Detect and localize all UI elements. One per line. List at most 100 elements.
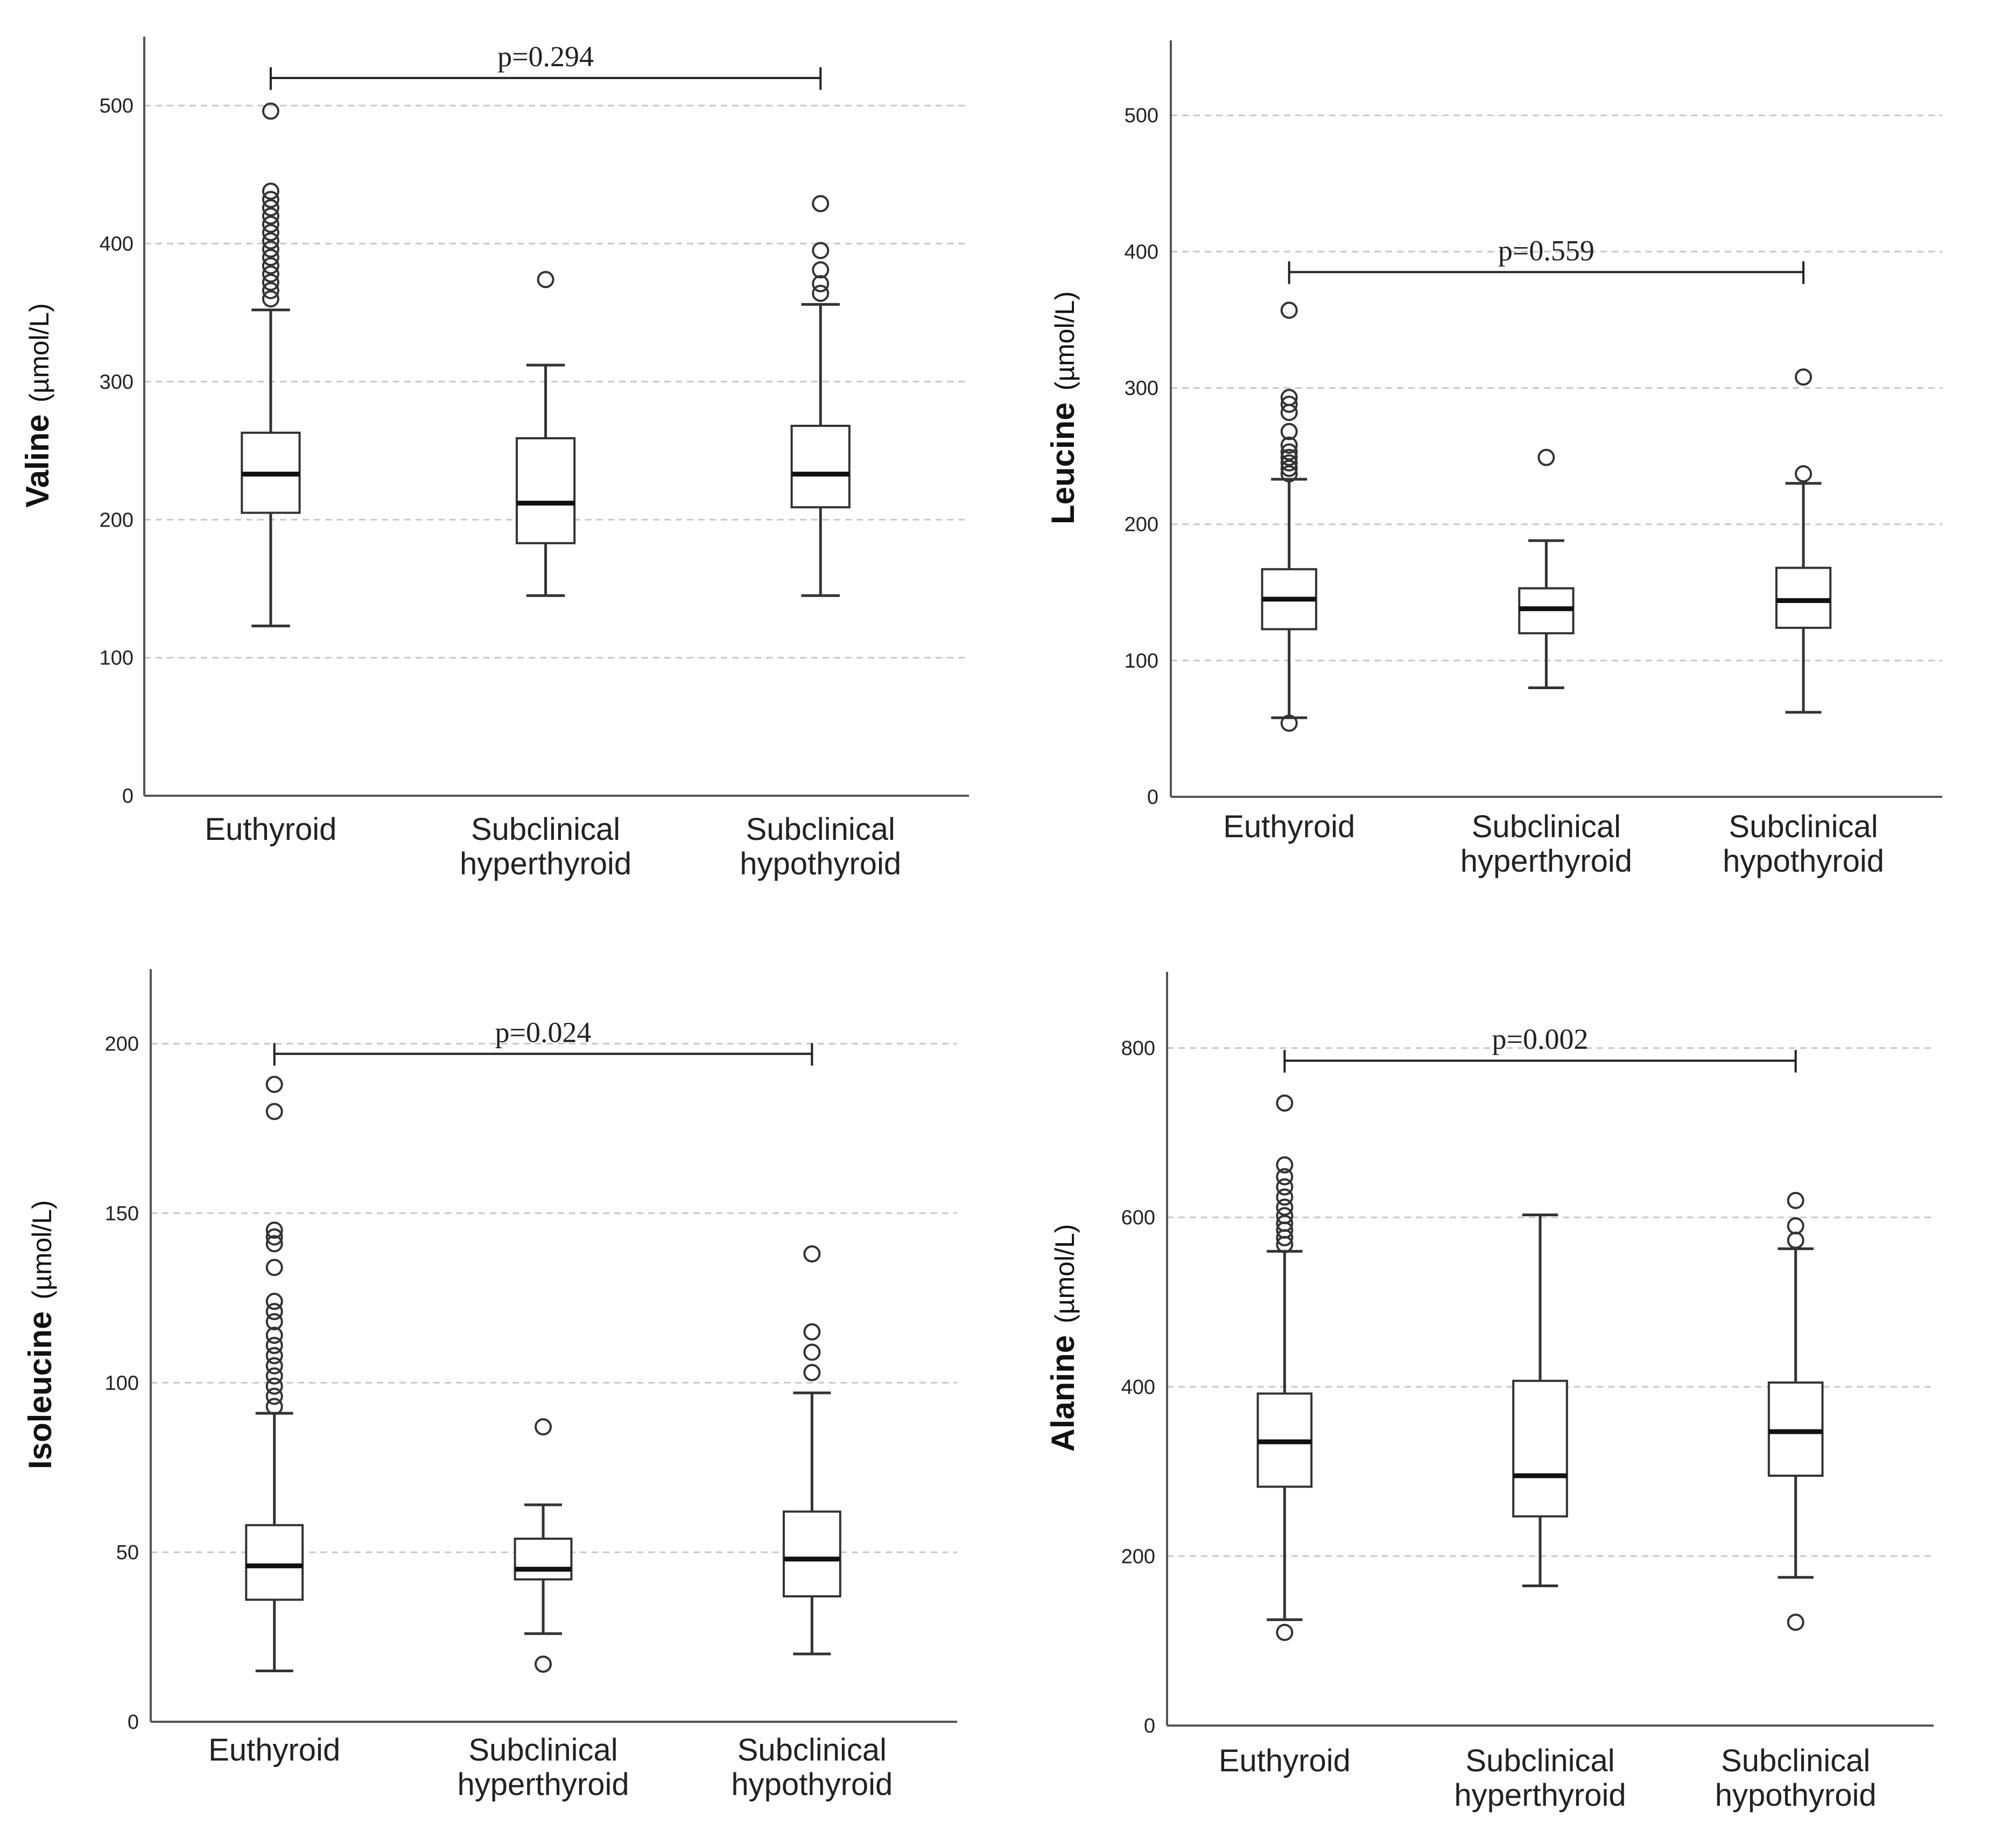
category-label: Subclinical hypothyroid [740,812,901,881]
y-tick-label: 200 [1121,1545,1155,1568]
box-2 [790,195,851,597]
outlier-point [1276,1178,1294,1196]
box-0 [245,1076,304,1673]
y-axis-label: Leucine (µmol/L) [1045,291,1081,524]
iqr-box [782,1510,841,1598]
outlier-point [265,1357,283,1375]
y-axis-label-name: Valine [19,414,55,507]
y-axis-label: Alanine (µmol/L) [1045,1224,1081,1452]
p-value-label: p=0.024 [495,1016,592,1048]
category-label-line: Euthyroid [1223,809,1355,844]
y-tick-label: 50 [116,1541,139,1564]
outlier-point [1795,368,1813,386]
category-label-line: Subclinical [737,1733,887,1768]
category-label-line: Subclinical [1721,1743,1870,1778]
box-2 [782,1245,841,1656]
outlier-point [1280,448,1298,466]
chart-panel-valine: 0 100 200 300 400 500 Valine (µmol/L) Euthyroid S… [19,37,969,881]
category-label-line: hyperthyroid [1460,844,1632,879]
outlier-point [265,1228,283,1246]
p-value-label: p=0.294 [497,40,594,73]
outlier-point [262,257,279,275]
outlier-point [803,1323,821,1341]
y-tick-label: 600 [1121,1207,1155,1229]
category-label: Euthyroid [208,1733,340,1768]
outlier-point [812,284,830,302]
y-tick-label: 400 [1121,1376,1155,1399]
outlier-point [1280,459,1298,477]
outlier-point [262,191,279,208]
outlier-point [812,242,830,260]
outlier-point [803,1245,821,1263]
outlier-point [1276,1207,1294,1225]
outlier-point [812,261,830,279]
outlier-point [262,199,279,216]
category-label-line: hyperthyroid [457,1767,629,1802]
y-tick-label: 300 [100,371,134,394]
category-label-line: Subclinical [468,1733,617,1768]
category-label-line: hypothyroid [1723,844,1884,879]
box-0 [1256,1094,1313,1641]
outlier-point [812,275,830,292]
outlier-point [265,1398,283,1415]
comparison-bracket [273,1043,813,1066]
outlier-point [262,249,279,267]
outlier-point [1276,1198,1294,1216]
y-axis-label: Isoleucine (µmol/L) [22,1200,58,1469]
chart-panel-leucine: 0 100 200 300 400 500 Leucine (µmol/L) Euthyroid… [1045,40,1942,879]
y-axis-label-unit: (µmol/L) [27,1200,57,1299]
category-label-line: Subclinical [1472,809,1621,844]
outlier-point [1280,423,1298,440]
box-0 [241,102,301,628]
outlier-point [1280,465,1298,483]
outlier-point [262,207,279,225]
outlier-point [265,1377,283,1395]
category-label-line: Subclinical [1465,1743,1614,1778]
outlier-point [265,1337,283,1354]
outlier-point [262,232,279,250]
outlier-point [265,1313,283,1330]
box-0 [1261,302,1317,732]
chart-panel-isoleucine: 0 50 100 150 200 Isoleucine (µmol/L) Euthyroid S… [22,969,957,1802]
outlier-point [262,102,279,120]
outlier-point [262,290,279,308]
outlier-point [265,1259,283,1277]
iqr-box [790,424,851,509]
y-axis-label-unit: (µmol/L) [1050,1224,1080,1323]
iqr-box [514,1537,573,1581]
comparison-bracket [1288,261,1805,284]
y-axis-label-unit: (µmol/L) [1050,291,1080,390]
box-1 [514,1418,573,1673]
y-tick-label: 150 [105,1202,139,1225]
y-tick-label: 300 [1125,377,1158,400]
comparison-bracket [269,67,822,90]
category-label-line: Subclinical [1729,809,1878,844]
outlier-point [1276,1188,1294,1206]
p-value-label: p=0.002 [1492,1023,1589,1055]
outlier-point [537,271,554,289]
y-axis-label-unit: (µmol/L) [24,303,54,402]
outlier-point [1276,1623,1294,1641]
category-label: Subclinical hyperthyroid [1454,1743,1626,1813]
outlier-point [1280,436,1298,454]
y-tick-label: 0 [122,785,134,808]
p-value-label: p=0.559 [1498,234,1594,267]
outlier-point [803,1364,821,1382]
category-label: Euthyroid [205,812,336,847]
category-label: Subclinical hypothyroid [1715,1743,1877,1813]
outlier-point [1537,448,1555,466]
category-label-line: Subclinical [471,812,620,847]
y-tick-label: 0 [1144,1715,1155,1737]
y-tick-label: 200 [105,1033,139,1056]
outlier-point [262,240,279,258]
y-axis-label-name: Isoleucine [22,1311,58,1469]
category-label: Subclinical hyperthyroid [457,1733,629,1802]
y-tick-label: 200 [100,509,134,531]
outlier-point [1280,714,1298,732]
y-tick-label: 100 [100,647,134,670]
y-axis-label: Valine (µmol/L) [19,303,55,508]
outlier-point [265,1293,283,1310]
outlier-point [803,1343,821,1361]
box-1 [515,271,576,597]
